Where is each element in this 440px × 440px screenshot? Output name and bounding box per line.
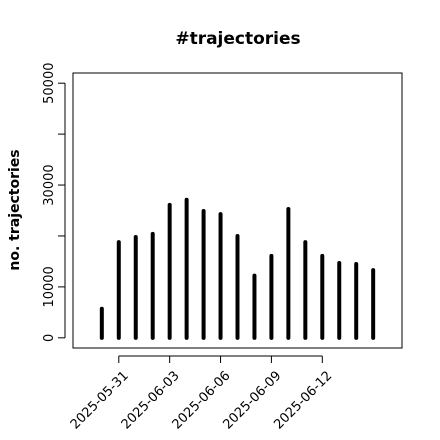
y-axis-label: no. trajectories xyxy=(7,149,23,270)
y-tick-label: 30000 xyxy=(42,164,57,205)
plot-box xyxy=(72,72,403,349)
y-tick-label: 10000 xyxy=(42,266,57,307)
chart-title: #trajectories xyxy=(175,29,300,49)
y-tick-label: 0 xyxy=(42,334,57,342)
y-tick-label: 50000 xyxy=(42,63,57,104)
